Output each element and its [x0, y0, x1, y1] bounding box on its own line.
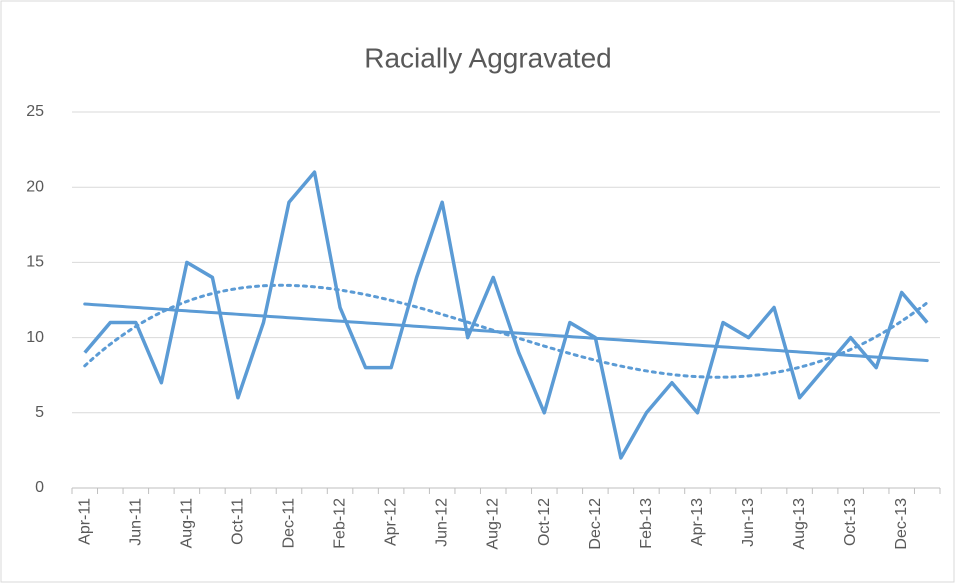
x-tick-label: Aug-12 — [485, 498, 502, 550]
x-tick-label: Aug-11 — [178, 498, 195, 549]
x-tick-label: Dec-11 — [281, 498, 298, 548]
y-tick-label: 20 — [26, 178, 44, 195]
x-tick-label: Dec-13 — [893, 498, 910, 550]
x-tick-label: Dec-12 — [587, 498, 604, 550]
y-tick-label: 15 — [26, 254, 44, 271]
y-tick-label: 5 — [35, 404, 44, 421]
x-tick-label: Apr-13 — [689, 498, 706, 546]
chart-title: Racially Aggravated — [364, 42, 611, 73]
x-tick-label: Oct-13 — [842, 498, 859, 546]
x-tick-label: Jun-13 — [740, 498, 757, 547]
x-tick-label: Jun-11 — [127, 498, 144, 546]
x-tick-label: Feb-12 — [332, 498, 349, 549]
x-tick-label: Oct-11 — [229, 498, 246, 545]
x-tick-label: Apr-11 — [76, 498, 93, 545]
trendline — [83, 283, 929, 379]
y-tick-label: 25 — [26, 103, 44, 120]
y-tick-label: 0 — [35, 479, 44, 496]
x-tick-label: Apr-12 — [383, 498, 400, 546]
y-tick-label: 10 — [26, 329, 44, 346]
x-tick-label: Feb-13 — [638, 498, 655, 549]
x-tick-label: Oct-12 — [536, 498, 553, 546]
x-tick-label: Aug-13 — [791, 498, 808, 550]
x-tick-label: Jun-12 — [434, 498, 451, 547]
trendline — [83, 302, 929, 363]
